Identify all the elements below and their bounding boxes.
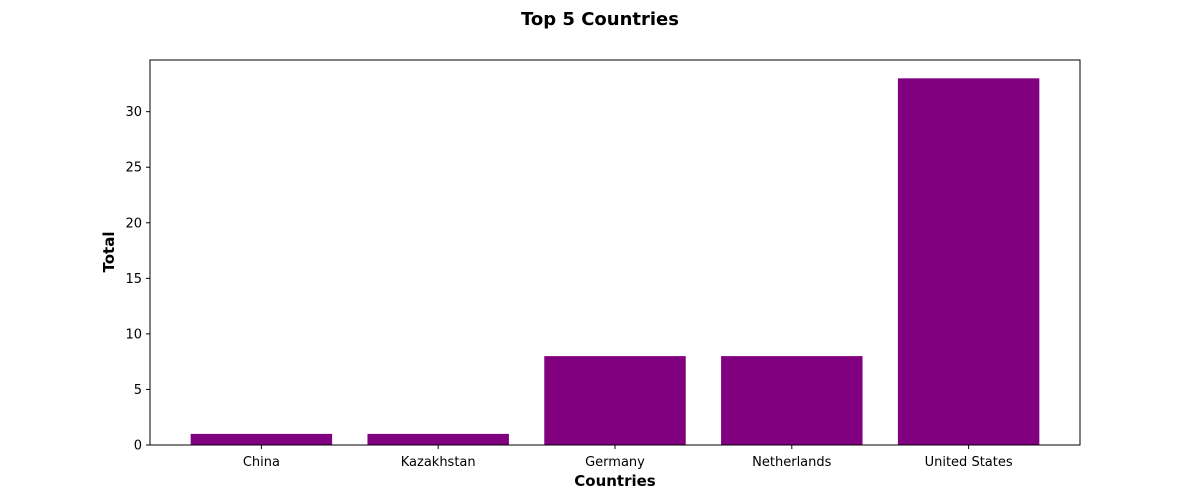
y-tick-label: 15 <box>125 272 142 287</box>
x-tick-label: Kazakhstan <box>401 455 476 470</box>
y-tick-label: 0 <box>134 439 142 454</box>
bar-united-states <box>897 78 1040 445</box>
bar-kazakhstan <box>367 433 509 445</box>
y-axis: 0 5 10 15 20 25 30 <box>125 105 150 454</box>
bar-china <box>190 433 333 445</box>
y-tick-label: 10 <box>125 327 142 342</box>
x-axis-label: Countries <box>574 472 656 490</box>
x-tick-label: China <box>243 455 280 470</box>
x-tick-label: Germany <box>585 455 645 470</box>
bar-germany <box>544 356 686 445</box>
bar-netherlands <box>721 356 863 445</box>
y-tick-label: 25 <box>125 161 142 176</box>
y-tick-label: 20 <box>125 216 142 231</box>
x-axis: China Kazakhstan Germany Netherlands United … <box>243 445 1013 470</box>
bars-group <box>190 78 1040 445</box>
chart-title: Top 5 Countries <box>521 9 679 30</box>
x-tick-label: Netherlands <box>752 455 831 470</box>
y-axis-label: Total <box>100 232 118 273</box>
y-tick-label: 30 <box>125 105 142 120</box>
y-tick-label: 5 <box>134 383 142 398</box>
x-tick-label: United States <box>925 455 1013 470</box>
